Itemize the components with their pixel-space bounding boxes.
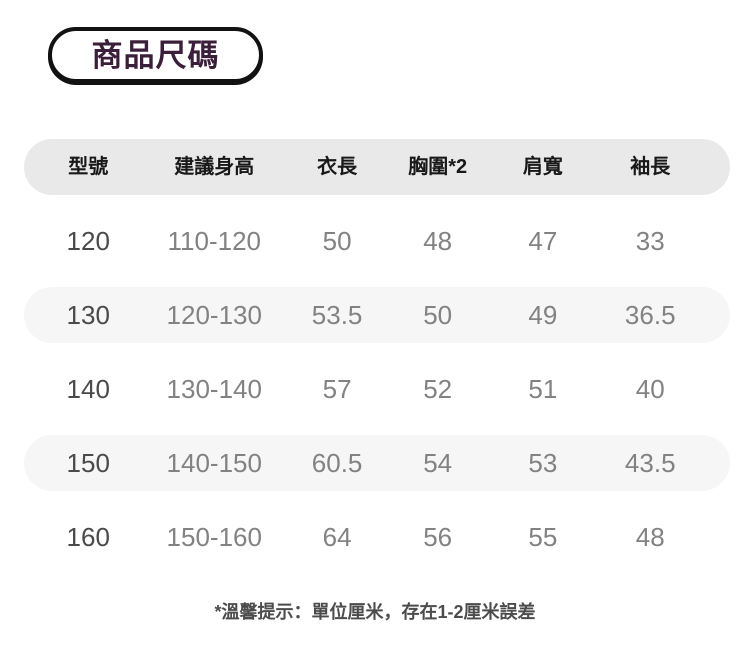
table-header-row: 型號 建議身高 衣長 胸圍*2 肩寬 袖長 [24, 139, 730, 195]
cell-shoulder: 47 [528, 226, 558, 256]
cell-length: 64 [322, 522, 352, 552]
header-sleeve: 袖長 [630, 156, 671, 178]
cell-height: 150-160 [166, 522, 262, 552]
cell-sleeve: 33 [635, 226, 665, 256]
cell-chest: 50 [423, 300, 453, 330]
header-shoulder: 肩寬 [522, 156, 563, 178]
cell-chest: 54 [423, 448, 453, 478]
cell-chest: 52 [423, 374, 453, 404]
cell-sleeve: 43.5 [624, 448, 676, 478]
cell-sleeve: 48 [635, 522, 665, 552]
cell-sleeve: 36.5 [624, 300, 676, 330]
table-row: 140 130-140 57 52 51 40 [24, 361, 730, 417]
cell-model: 120 [66, 226, 110, 256]
table-row: 120 110-120 50 48 47 33 [24, 213, 730, 269]
cell-shoulder: 53 [528, 448, 558, 478]
cell-height: 130-140 [166, 374, 262, 404]
cell-chest: 56 [423, 522, 453, 552]
cell-model: 160 [66, 522, 110, 552]
cell-length: 53.5 [311, 300, 363, 330]
cell-shoulder: 49 [528, 300, 558, 330]
cell-sleeve: 40 [635, 374, 665, 404]
table-row: 150 140-150 60.5 54 53 43.5 [24, 435, 730, 491]
cell-model: 130 [66, 300, 110, 330]
cell-height: 120-130 [166, 300, 262, 330]
cell-shoulder: 51 [528, 374, 558, 404]
header-model: 型號 [68, 156, 109, 178]
table-row: 160 150-160 64 56 55 48 [24, 509, 730, 565]
cell-length: 57 [322, 374, 352, 404]
page-title: 商品尺碼 [91, 37, 220, 73]
cell-shoulder: 55 [528, 522, 558, 552]
table-row: 130 120-130 53.5 50 49 36.5 [24, 287, 730, 343]
cell-model: 140 [66, 374, 110, 404]
cell-height: 110-120 [167, 226, 262, 256]
cell-chest: 48 [423, 226, 453, 256]
cell-length: 50 [322, 226, 352, 256]
cell-model: 150 [66, 448, 110, 478]
header-height: 建議身高 [174, 156, 255, 178]
size-table: 型號 建議身高 衣長 胸圍*2 肩寬 袖長 120 110-120 50 48 … [24, 139, 730, 565]
size-note: *溫馨提示：單位厘米，存在1-2厘米誤差 [214, 602, 536, 622]
header-chest: 胸圍*2 [408, 156, 468, 178]
header-length: 衣長 [317, 156, 358, 178]
page-title-badge: 商品尺碼 [48, 27, 263, 83]
cell-length: 60.5 [311, 448, 363, 478]
cell-height: 140-150 [166, 448, 262, 478]
